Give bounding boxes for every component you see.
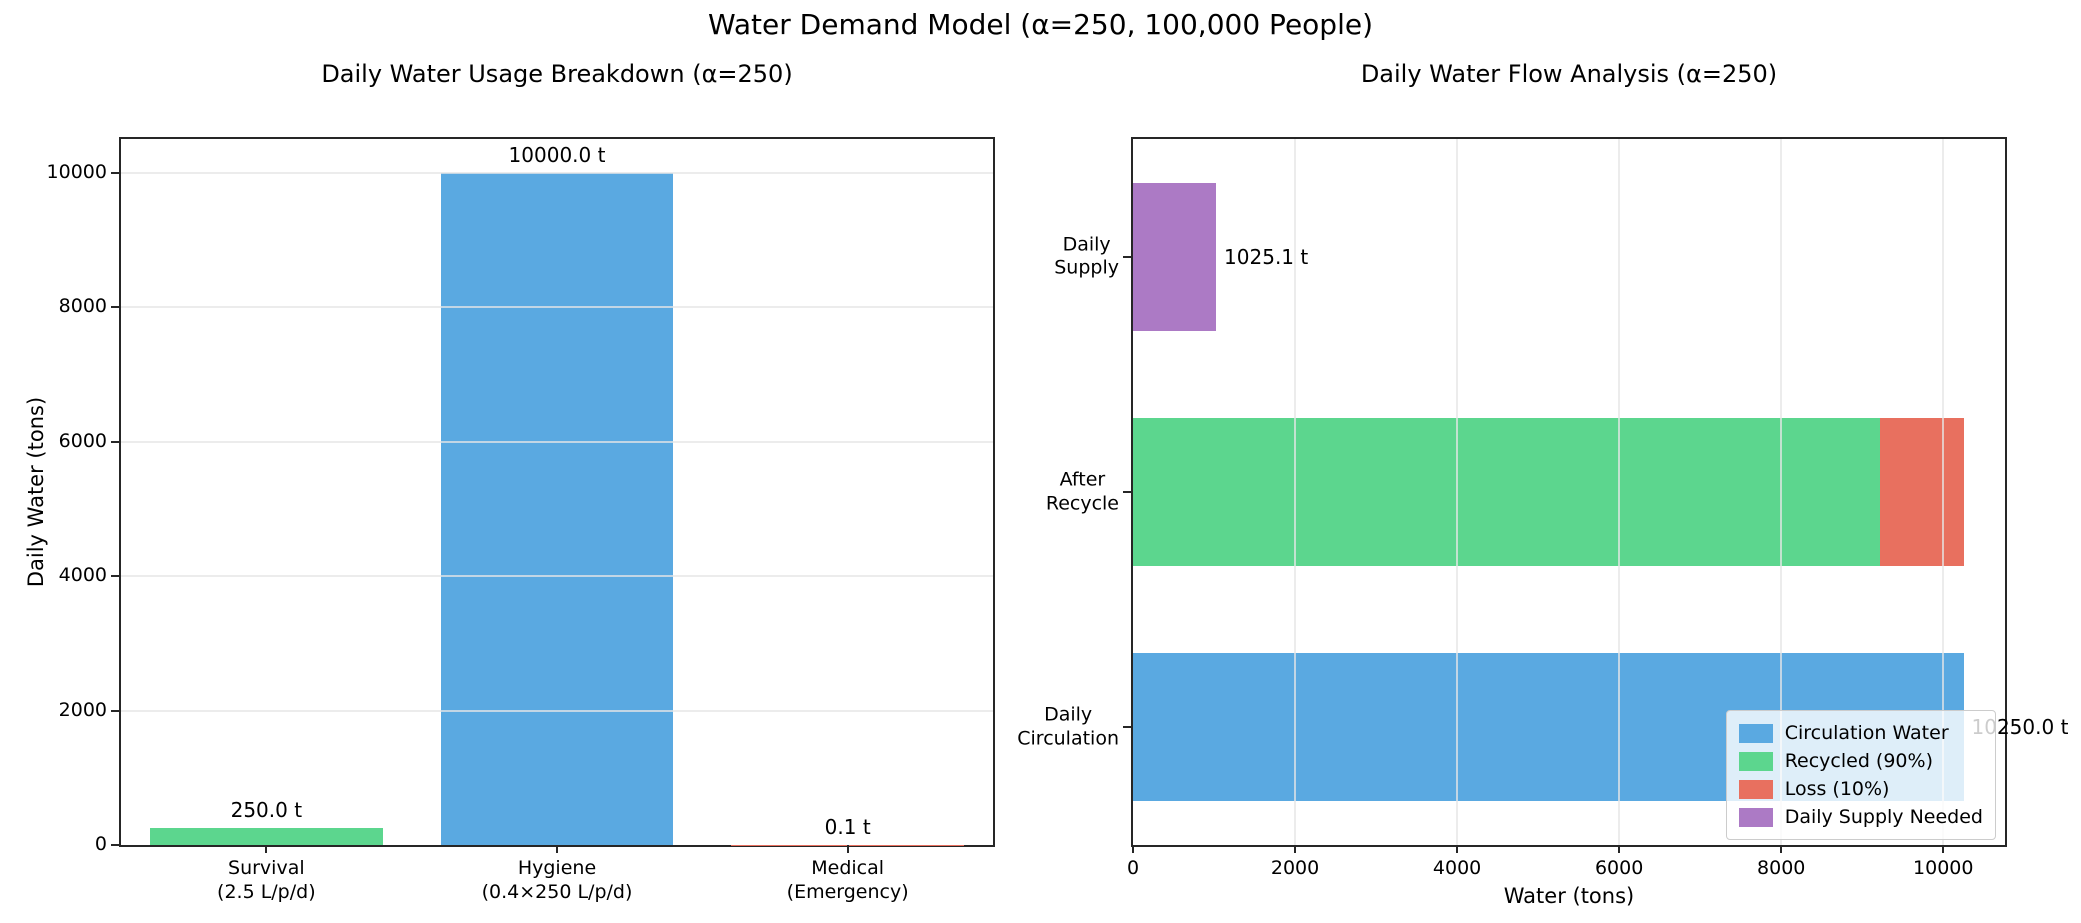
x-tick-label-hygiene: Hygiene (0.4×250 L/p/d) xyxy=(482,857,633,905)
x-tick-label-line: (2.5 L/p/d) xyxy=(217,880,316,903)
x-tickmark xyxy=(265,845,268,853)
bar-value-label-daily-supply: 1025.1 t xyxy=(1224,244,1309,269)
bar-hygiene xyxy=(440,172,674,845)
x-tick-label-line: (0.4×250 L/p/d) xyxy=(481,880,633,903)
gridline-10000 xyxy=(1942,139,1945,845)
gridline-4000 xyxy=(121,575,993,578)
x-tick-label-6000: 6000 xyxy=(1594,857,1644,879)
y-tickmark xyxy=(111,306,119,309)
legend-swatch-loss-10 xyxy=(1738,779,1773,799)
bar-value-label-survival: 250.0 t xyxy=(230,798,303,823)
y-tick-label-line: Supply xyxy=(1054,256,1119,279)
y-tick-label-8000: 8000 xyxy=(58,295,107,318)
y-tick-label-line: After xyxy=(1059,468,1106,491)
x-tick-label-survival: Survival (2.5 L/p/d) xyxy=(217,857,316,905)
x-tick-label-line: (Emergency) xyxy=(786,880,909,903)
gridline-8000 xyxy=(121,306,993,309)
bar-medical xyxy=(731,844,964,845)
bar-value-label-hygiene: 10000.0 t xyxy=(508,142,606,167)
x-tick-label-4000: 4000 xyxy=(1432,857,1482,879)
y-tickmark xyxy=(111,575,119,578)
y-tick-label-2000: 2000 xyxy=(58,698,107,721)
legend-row-daily-supply-needed: Daily Supply Needed xyxy=(1738,803,1983,831)
gridline-4000 xyxy=(1456,139,1459,845)
x-tick-label-line: Hygiene xyxy=(517,857,597,879)
y-tick-label-6000: 6000 xyxy=(58,429,107,452)
legend-swatch-daily-supply-needed xyxy=(1738,807,1773,827)
legend-label-circulation-water: Circulation Water xyxy=(1784,722,1949,744)
y-tick-label-4000: 4000 xyxy=(58,564,107,587)
x-tick-label-line: Survival xyxy=(228,857,305,879)
usage-chart-title: Daily Water Usage Breakdown (α=250) xyxy=(321,60,793,88)
bar-segment-recycled-90 xyxy=(1133,417,1881,567)
y-tickmark xyxy=(111,709,119,712)
flow-chart-title: Daily Water Flow Analysis (α=250) xyxy=(1360,60,1778,88)
gridline-8000 xyxy=(1780,139,1783,845)
x-tickmark xyxy=(1942,845,1945,853)
x-tickmark xyxy=(846,845,849,853)
x-tickmark xyxy=(1780,845,1783,853)
x-tickmark xyxy=(1132,845,1134,853)
gridline-2000 xyxy=(1294,139,1297,845)
y-tickmark xyxy=(1123,255,1131,258)
gridline-2000 xyxy=(121,709,993,712)
figure-suptitle: Water Demand Model (α=250, 100,000 Peopl… xyxy=(708,8,1373,41)
x-tick-label-0: 0 xyxy=(1126,857,1140,879)
y-tick-label-daily-supply: Daily Supply xyxy=(1054,233,1119,281)
x-tick-label-2000: 2000 xyxy=(1270,857,1320,879)
y-tickmark xyxy=(1123,726,1131,729)
legend-swatch-circulation-water xyxy=(1738,723,1773,743)
legend: Circulation Water Recycled (90%) Loss (10%… xyxy=(1725,710,1996,840)
bar-segment-daily-supply-needed xyxy=(1133,182,1217,331)
y-tick-label-0: 0 xyxy=(94,833,107,856)
legend-row-loss-10: Loss (10%) xyxy=(1738,775,1983,803)
y-tickmark xyxy=(111,171,119,174)
bar-segment-loss-10 xyxy=(1880,417,1964,567)
usage-y-axis-label: Daily Water (tons) xyxy=(24,396,48,588)
usage-plot-inner: 250.0 t Survival (2.5 L/p/d) 10000.0 t Hygie… xyxy=(47,139,993,903)
flow-plot-area: 1025.1 t Daily Supply After Recycle 10250.0 t… xyxy=(1017,137,2068,879)
flow-plot-inner: 1025.1 t Daily Supply After Recycle 10250.0 t… xyxy=(1017,139,2068,879)
legend-label-loss-10: Loss (10%) xyxy=(1784,778,1890,800)
y-tick-label-line: Daily xyxy=(1044,703,1093,726)
x-tickmark xyxy=(1294,845,1297,853)
x-tickmark xyxy=(1618,845,1621,853)
x-tickmark xyxy=(556,845,558,853)
bar-survival xyxy=(150,828,383,845)
x-tick-label-medical: Medical (Emergency) xyxy=(787,857,909,905)
bar-value-label-medical: 0.1 t xyxy=(824,815,871,839)
y-tickmark xyxy=(111,844,119,846)
usage-plot-area: 250.0 t Survival (2.5 L/p/d) 10000.0 t Hygie… xyxy=(47,137,995,903)
y-tick-label-line: Recycle xyxy=(1045,492,1119,514)
y-tick-label-daily-circulation: Daily Circulation xyxy=(1017,704,1119,752)
y-tickmark xyxy=(111,440,119,443)
x-tickmark xyxy=(1456,845,1459,853)
y-tick-label-after-recycle: After Recycle xyxy=(1046,468,1119,516)
legend-row-recycled-90: Recycled (90%) xyxy=(1738,747,1983,775)
gridline-10000 xyxy=(121,171,993,174)
gridline-6000 xyxy=(1618,139,1621,845)
y-tick-label-10000: 10000 xyxy=(46,160,107,183)
x-tick-label-8000: 8000 xyxy=(1757,857,1806,879)
legend-swatch-recycled-90 xyxy=(1738,751,1773,771)
flow-x-axis-label: Water (tons) xyxy=(1503,884,1635,908)
legend-label-recycled-90: Recycled (90%) xyxy=(1784,750,1933,772)
x-tick-label-line: Medical xyxy=(811,857,885,879)
gridline-6000 xyxy=(121,440,993,443)
x-tick-label-10000: 10000 xyxy=(1913,857,1974,879)
legend-row-circulation-water: Circulation Water xyxy=(1738,719,1983,747)
y-tick-label-line: Daily xyxy=(1062,232,1111,255)
y-tick-label-line: Circulation xyxy=(1017,727,1119,750)
legend-label-daily-supply-needed: Daily Supply Needed xyxy=(1784,806,1983,828)
y-tickmark xyxy=(1123,491,1131,493)
